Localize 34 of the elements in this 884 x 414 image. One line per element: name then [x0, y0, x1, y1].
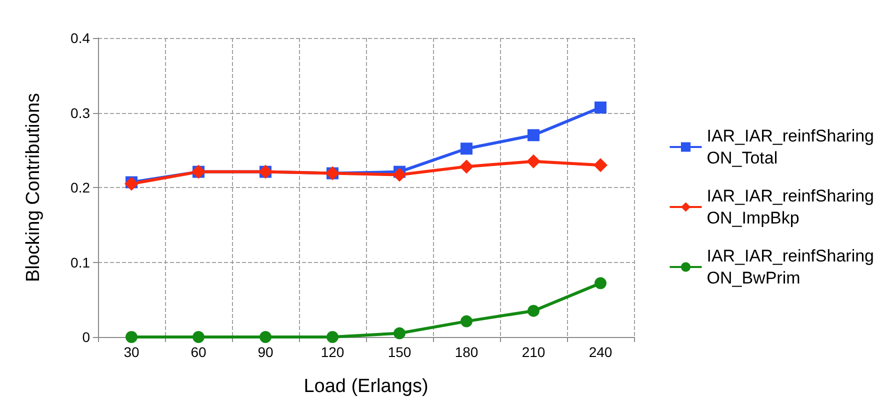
y-axis-title: Blocking Contributions [23, 92, 44, 282]
x-tick-label: 180 [454, 344, 478, 360]
y-tick-label: 0.4 [70, 30, 90, 46]
point [394, 327, 406, 340]
point [460, 160, 474, 174]
x-tick-label: 90 [258, 344, 274, 360]
legend-label: IAR_IAR_reinfSharing ON_Total [706, 126, 874, 168]
x-tick-label: 60 [190, 344, 206, 360]
point [124, 176, 138, 191]
x-tick-label: 240 [588, 344, 612, 360]
x-tick-label: 150 [388, 344, 412, 360]
legend-label: IAR_IAR_reinfSharing ON_BwPrim [706, 246, 874, 288]
y-tick-label: 0.1 [70, 254, 90, 270]
point [326, 331, 338, 343]
legend-label: IAR_IAR_reinfSharing ON_ImpBkp [706, 186, 874, 228]
point [460, 315, 472, 328]
x-axis-title: Load (Erlangs) [304, 376, 428, 397]
point [526, 154, 540, 168]
point [594, 102, 606, 114]
point [594, 277, 606, 290]
point [460, 142, 472, 155]
point [126, 331, 138, 343]
x-tick-label: 120 [320, 344, 344, 360]
y-tick-label: 0.2 [70, 180, 90, 196]
point [528, 129, 540, 142]
x-tick-label: 210 [522, 344, 546, 360]
y-tick-label: 0 [82, 329, 90, 345]
point [528, 304, 540, 317]
point [260, 331, 272, 343]
point [392, 168, 406, 182]
point [594, 158, 608, 172]
point [192, 331, 204, 343]
y-tick-label: 0.3 [70, 104, 90, 121]
x-tick-label: 30 [124, 344, 140, 360]
